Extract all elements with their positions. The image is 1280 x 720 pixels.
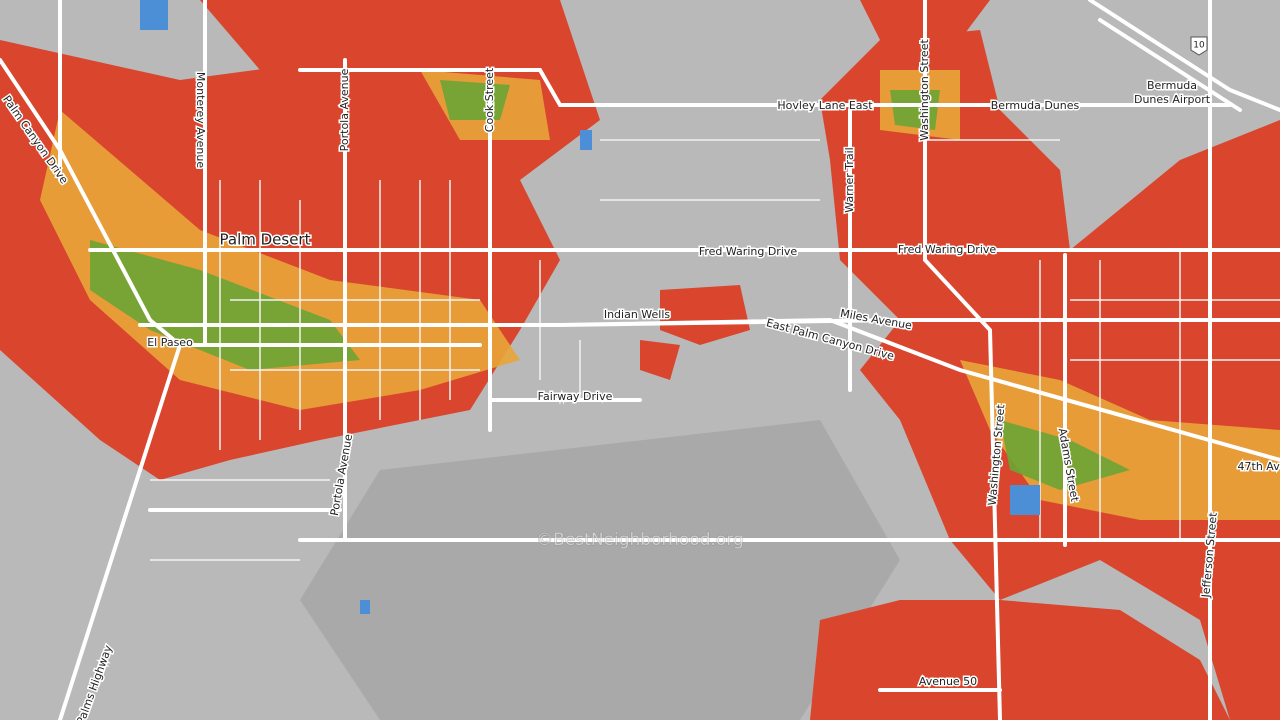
place-label: Bermuda [1147, 79, 1197, 92]
place-label: Bermuda Dunes [991, 99, 1080, 112]
road-label: Fairway Drive [538, 390, 613, 403]
place-label: Indian Wells [604, 308, 671, 321]
road-label: Fred Waring Drive [898, 243, 997, 256]
road-label: Portola Avenue [338, 68, 351, 151]
road-label: Fred Waring Drive [699, 245, 798, 258]
road-label: Cook Street [483, 67, 496, 132]
shield [1190, 36, 1208, 56]
road-label: Monterey Avenue [194, 72, 207, 168]
road-label: Hovley Lane East [777, 99, 873, 112]
place-label: Dunes Airport [1134, 93, 1211, 106]
road-label: El Paseo [147, 336, 193, 349]
place-label: Palm Desert [220, 231, 311, 249]
watermark: ©BestNeighborhood.org [536, 530, 744, 550]
terrain [300, 420, 900, 720]
road-label: Avenue 50 [919, 675, 977, 688]
road-label: 47th Ave [1238, 460, 1280, 473]
highway-shield-label: 10 [1193, 41, 1205, 51]
water [140, 0, 1040, 614]
road-label: Washington Street [918, 39, 931, 141]
road-label: Warner Trail [843, 147, 856, 212]
minor-roads [150, 139, 1280, 561]
